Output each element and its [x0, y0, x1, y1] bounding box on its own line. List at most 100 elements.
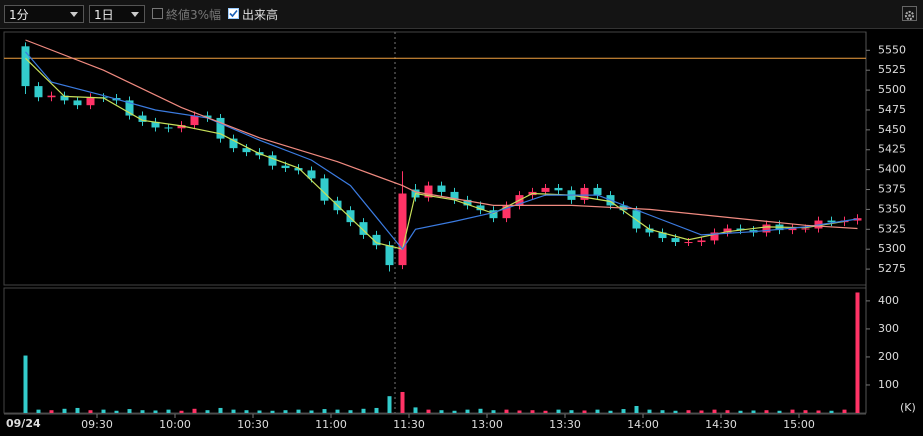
volume-bar — [712, 409, 717, 413]
candle-body — [177, 125, 186, 129]
candle-body — [60, 95, 69, 101]
x-tick-label: 10:30 — [237, 418, 269, 431]
y-tick-label: 5450 — [878, 123, 906, 136]
y-tick-label: 5425 — [878, 143, 906, 156]
candle-body — [827, 220, 836, 223]
volume-option-label: 出来高 — [242, 8, 279, 22]
candle-body — [723, 228, 732, 233]
interval-select[interactable]: 1分 — [4, 5, 84, 23]
moving-average-line — [25, 39, 858, 230]
check-mark — [229, 9, 238, 18]
y-tick-label: 5300 — [878, 242, 906, 255]
volume-bar — [335, 409, 340, 413]
candle-body — [47, 95, 56, 98]
volume-tick-label: 400 — [878, 294, 899, 307]
volume-tick-label: 300 — [878, 322, 899, 335]
volume-checkbox[interactable] — [228, 8, 239, 19]
range-checkbox[interactable] — [152, 8, 163, 19]
volume-bar — [140, 410, 145, 413]
candle-body — [320, 178, 329, 201]
volume-bar — [452, 410, 457, 413]
candle-body — [190, 115, 199, 126]
toolbar: 1分 1日 終値3%幅 出来高 — [0, 0, 923, 29]
volume-bar — [595, 409, 600, 413]
volume-bar — [842, 409, 847, 413]
y-tick-label: 5350 — [878, 202, 906, 215]
volume-bar — [231, 409, 236, 413]
candle-body — [164, 127, 173, 129]
volume-bar — [205, 410, 210, 413]
candle-body — [762, 224, 771, 233]
volume-bar — [88, 410, 93, 413]
candle-body — [242, 148, 251, 153]
candle-body — [359, 222, 368, 235]
x-tick-label: 11:30 — [393, 418, 425, 431]
y-tick-label: 5525 — [878, 63, 906, 76]
volume-bar — [114, 410, 119, 413]
x-tick-label: 13:00 — [471, 418, 503, 431]
candle-body — [645, 228, 654, 233]
volume-bar — [257, 410, 262, 413]
volume-bar — [582, 410, 587, 413]
candle-body — [281, 165, 290, 169]
candle-body — [346, 210, 355, 223]
volume-bar — [543, 410, 548, 413]
volume-bar — [101, 409, 106, 413]
volume-bar — [23, 355, 28, 413]
volume-bar — [738, 410, 743, 413]
volume-bar — [777, 410, 782, 413]
y-tick-label: 5325 — [878, 222, 906, 235]
candle-body — [684, 242, 693, 244]
volume-bar — [790, 409, 795, 413]
x-tick-label: 13:30 — [549, 418, 581, 431]
chart: 09/24 5275 5300 5325 5350 5375 5400 5425 5450 54… — [3, 31, 916, 431]
candle-body — [502, 205, 511, 219]
moving-average-line — [25, 51, 858, 251]
candle-body — [658, 232, 667, 239]
volume-tick-label: 200 — [878, 350, 899, 363]
volume-bar — [491, 410, 496, 413]
candle-body — [489, 210, 498, 219]
candle-body — [268, 155, 277, 166]
volume-bar — [296, 409, 301, 413]
volume-bar — [400, 391, 405, 413]
volume-bar — [530, 410, 535, 413]
candle-body — [138, 115, 147, 122]
volume-bar — [660, 410, 665, 413]
candle-body — [424, 185, 433, 198]
gear-icon — [904, 10, 915, 21]
candle-body — [216, 117, 225, 139]
volume-bar — [153, 410, 158, 413]
volume-bar — [504, 409, 509, 413]
candle-body — [229, 138, 238, 149]
volume-bar — [413, 407, 418, 413]
candle-body — [151, 121, 160, 128]
candle-body — [580, 187, 589, 200]
volume-unit: (K) — [900, 401, 916, 414]
volume-bar — [426, 409, 431, 413]
volume-bar — [556, 409, 561, 413]
y-tick-label: 5475 — [878, 103, 906, 116]
candle-body — [476, 205, 485, 211]
volume-bar — [725, 410, 730, 413]
x-tick-label: 14:30 — [705, 418, 737, 431]
volume-bar — [374, 407, 379, 413]
candle-body — [34, 86, 43, 98]
candle-body — [450, 191, 459, 200]
range-select[interactable]: 1日 — [89, 5, 145, 23]
y-tick-label: 5375 — [878, 183, 906, 196]
volume-bar — [75, 407, 80, 413]
volume-bar — [855, 292, 860, 413]
settings-button[interactable] — [902, 6, 917, 21]
range-text: 1日 — [94, 8, 114, 22]
volume-bar — [348, 410, 353, 413]
volume-bar — [192, 408, 197, 413]
volume-bar — [270, 410, 275, 413]
date-label: 09/24 — [6, 417, 41, 430]
y-tick-label: 5400 — [878, 163, 906, 176]
x-tick-label: 15:00 — [783, 418, 815, 431]
volume-bar — [686, 410, 691, 413]
interval-text: 1分 — [9, 8, 29, 22]
volume-bar — [361, 408, 366, 413]
candle-body — [203, 115, 212, 118]
